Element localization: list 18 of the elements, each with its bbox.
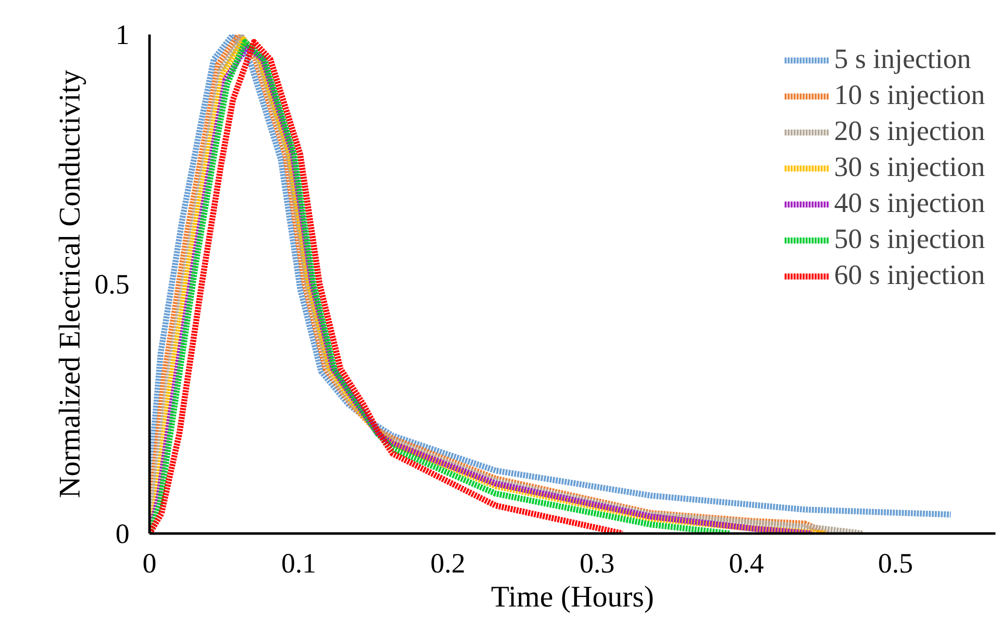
x-axis-title: Time (Hours)	[490, 580, 654, 614]
x-tick-label: 0.1	[281, 548, 316, 580]
legend-label: 50 s injection	[834, 224, 985, 256]
x-tick-label: 0.5	[878, 548, 914, 580]
legend-label: 10 s injection	[834, 80, 985, 112]
legend-label: 30 s injection	[834, 152, 985, 184]
x-tick-label: 0.4	[728, 548, 764, 580]
y-tick-label: 0	[116, 519, 130, 550]
y-tick-label: 0.5	[94, 270, 130, 300]
y-tick-label: 1	[116, 20, 130, 51]
legend-label: 40 s injection	[834, 188, 985, 220]
x-tick-label: 0.2	[430, 548, 466, 580]
legend-label: 60 s injection	[834, 260, 985, 292]
y-axis-title: Normalized Electrical Conductivity	[54, 70, 86, 498]
x-tick-label: 0.3	[580, 548, 615, 580]
legend-label: 20 s injection	[834, 116, 985, 148]
x-tick-label: 0	[142, 548, 156, 580]
legend-label: 5 s injection	[834, 44, 971, 76]
